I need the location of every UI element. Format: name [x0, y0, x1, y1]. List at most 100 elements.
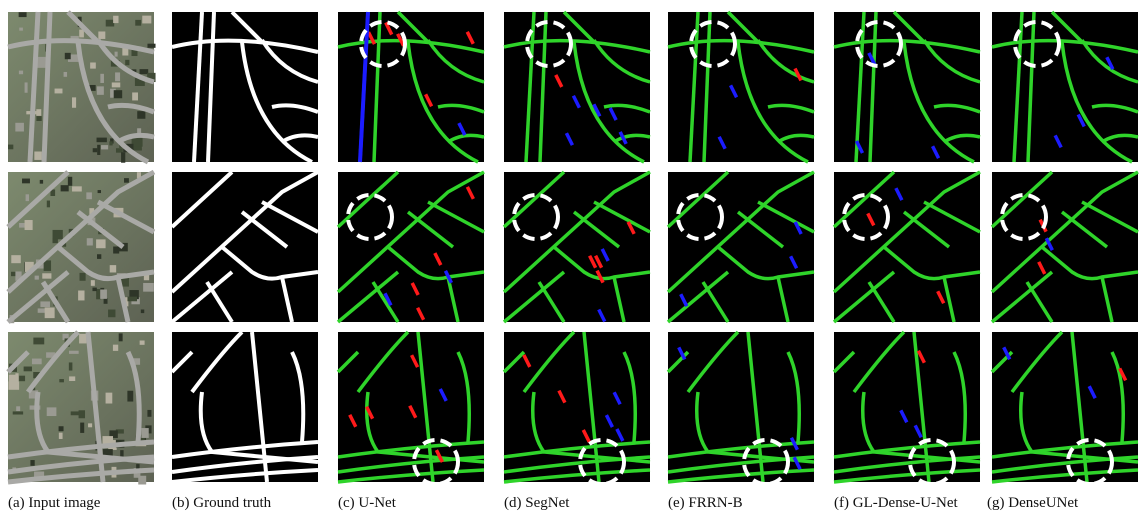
texture: [110, 265, 116, 272]
texture: [19, 12, 27, 17]
texture: [71, 411, 79, 415]
panel: [172, 172, 318, 322]
panel: [834, 332, 980, 484]
texture: [86, 192, 92, 199]
texture: [113, 16, 118, 23]
texture: [8, 381, 19, 389]
texture: [72, 186, 82, 191]
panel: [992, 12, 1138, 162]
panel: [834, 172, 980, 322]
texture: [127, 297, 137, 302]
texture: [112, 82, 121, 87]
texture: [101, 145, 108, 149]
texture: [97, 86, 104, 95]
texture: [72, 97, 76, 107]
mask-background: [504, 172, 650, 322]
texture: [25, 220, 33, 230]
texture: [47, 407, 57, 416]
texture: [87, 238, 93, 245]
texture: [97, 254, 101, 259]
texture: [59, 433, 63, 439]
panel: [8, 172, 154, 323]
texture: [79, 410, 85, 418]
texture: [140, 69, 149, 74]
panel: [338, 172, 484, 322]
texture: [68, 177, 72, 186]
texture: [33, 338, 44, 345]
texture: [65, 53, 71, 59]
texture: [124, 178, 129, 183]
panel: [504, 12, 650, 162]
texture: [69, 376, 75, 381]
texture: [59, 426, 64, 431]
panel: [668, 332, 814, 484]
texture: [141, 309, 144, 313]
panel: [172, 12, 318, 162]
texture: [9, 375, 18, 382]
caption: (e) FRRN-B: [668, 495, 743, 512]
texture: [132, 92, 138, 100]
texture: [64, 72, 67, 77]
panel: [8, 12, 156, 163]
texture: [97, 145, 100, 155]
texture: [69, 351, 79, 354]
texture: [104, 298, 108, 303]
texture: [147, 410, 151, 417]
texture: [40, 301, 50, 307]
texture: [45, 307, 55, 318]
texture: [55, 89, 63, 94]
texture: [32, 359, 42, 365]
panel: [8, 332, 154, 485]
texture: [93, 148, 98, 152]
texture: [80, 273, 86, 281]
texture: [119, 333, 123, 341]
texture: [141, 428, 148, 438]
texture: [96, 239, 105, 248]
texture: [138, 476, 146, 485]
texture: [79, 334, 86, 344]
caption: (d) SegNet: [504, 495, 569, 512]
texture: [97, 138, 107, 143]
texture: [15, 123, 24, 132]
texture: [35, 276, 39, 280]
mask-background: [992, 172, 1138, 322]
caption: (g) DenseUNet: [987, 495, 1078, 512]
panel: [338, 332, 484, 484]
texture: [44, 260, 51, 271]
panel: [668, 172, 814, 322]
texture: [53, 238, 58, 243]
texture: [79, 30, 84, 38]
texture: [115, 52, 118, 57]
texture: [115, 72, 120, 81]
texture: [109, 141, 112, 145]
panel: [338, 12, 484, 162]
texture: [80, 423, 84, 433]
texture: [143, 283, 154, 292]
texture: [11, 255, 20, 263]
texture: [147, 44, 155, 48]
texture: [116, 148, 123, 152]
caption: (b) Ground truth: [172, 495, 271, 512]
texture: [88, 423, 92, 427]
texture: [98, 190, 101, 193]
texture: [19, 223, 25, 228]
mask-background: [338, 172, 484, 322]
texture: [91, 280, 95, 286]
texture: [40, 180, 43, 184]
caption: (a) Input image: [8, 495, 100, 512]
texture: [114, 90, 122, 98]
texture: [59, 379, 64, 382]
texture: [47, 201, 50, 208]
texture: [140, 341, 145, 345]
texture: [120, 450, 123, 457]
texture: [42, 273, 51, 278]
texture: [98, 31, 105, 38]
panel: [504, 332, 650, 484]
panel: [504, 172, 650, 322]
texture: [24, 367, 32, 372]
texture: [19, 71, 23, 75]
texture: [61, 185, 69, 191]
texture: [106, 393, 113, 404]
texture: [36, 116, 41, 121]
texture: [121, 152, 125, 162]
